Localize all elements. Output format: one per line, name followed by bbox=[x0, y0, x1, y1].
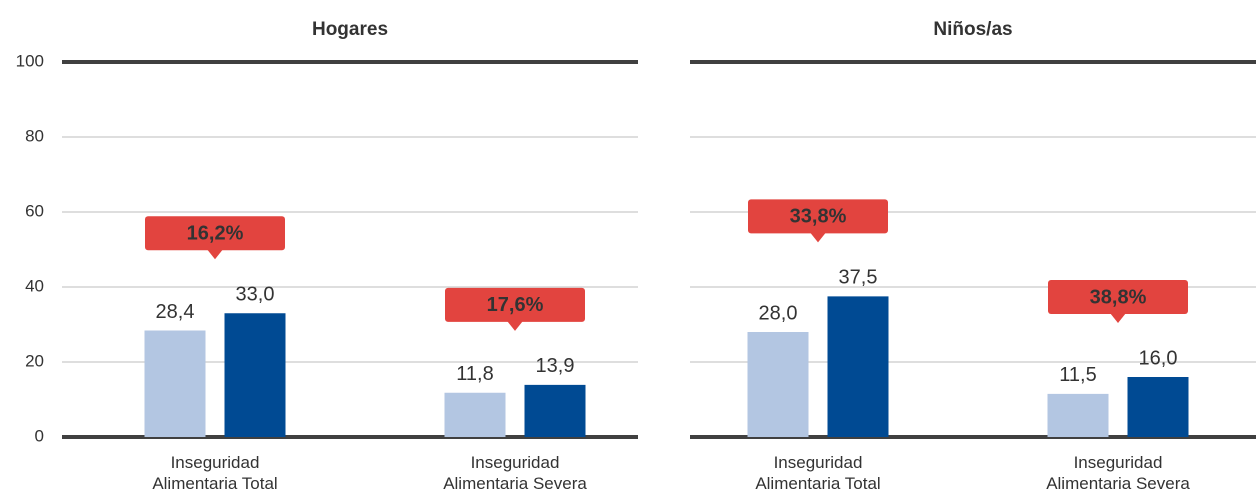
x-tick-label: Inseguridad Alimentaria Severa bbox=[443, 453, 587, 493]
panel-title: Hogares bbox=[312, 19, 388, 40]
value-label: 28,4 bbox=[156, 301, 195, 323]
bar bbox=[444, 392, 506, 437]
bar bbox=[1127, 377, 1189, 437]
value-label: 28,0 bbox=[759, 302, 798, 324]
annotation-box bbox=[445, 287, 585, 322]
value-label: 11,8 bbox=[456, 363, 493, 385]
bar bbox=[827, 296, 889, 437]
annotation-box bbox=[748, 199, 888, 234]
x-tick-label: Inseguridad Alimentaria Total bbox=[152, 453, 278, 493]
annotation-label: 17,6% bbox=[487, 294, 544, 316]
annotation-label: 16,2% bbox=[187, 223, 244, 245]
x-tick-label: Inseguridad Alimentaria Severa bbox=[1046, 453, 1190, 493]
value-label: 11,5 bbox=[1059, 364, 1096, 386]
bar bbox=[144, 330, 206, 437]
value-label: 33,0 bbox=[236, 284, 275, 306]
annotation-box bbox=[1048, 280, 1188, 314]
y-tick-label: 20 bbox=[25, 351, 44, 370]
y-tick-label: 80 bbox=[25, 126, 44, 145]
y-tick-label: 0 bbox=[35, 426, 44, 445]
x-tick-label: Inseguridad Alimentaria Total bbox=[755, 453, 881, 493]
value-label: 16,0 bbox=[1139, 347, 1178, 369]
bar bbox=[747, 332, 809, 437]
annotation-label: 33,8% bbox=[790, 206, 847, 228]
annotation-pointer bbox=[507, 320, 523, 331]
annotation-pointer bbox=[207, 249, 223, 260]
annotation-label: 38,8% bbox=[1090, 286, 1147, 308]
bar bbox=[1047, 393, 1109, 437]
bar bbox=[524, 384, 586, 437]
annotation-pointer bbox=[810, 232, 826, 243]
y-tick-label: 100 bbox=[16, 51, 44, 70]
annotation-pointer bbox=[1110, 313, 1126, 323]
bar bbox=[224, 313, 286, 437]
annotation-box bbox=[145, 216, 285, 251]
y-tick-label: 60 bbox=[25, 201, 44, 220]
y-tick-label: 40 bbox=[25, 276, 44, 295]
value-label: 37,5 bbox=[839, 267, 878, 289]
value-label: 13,9 bbox=[536, 355, 575, 377]
panel-title: Niños/as bbox=[933, 19, 1012, 40]
